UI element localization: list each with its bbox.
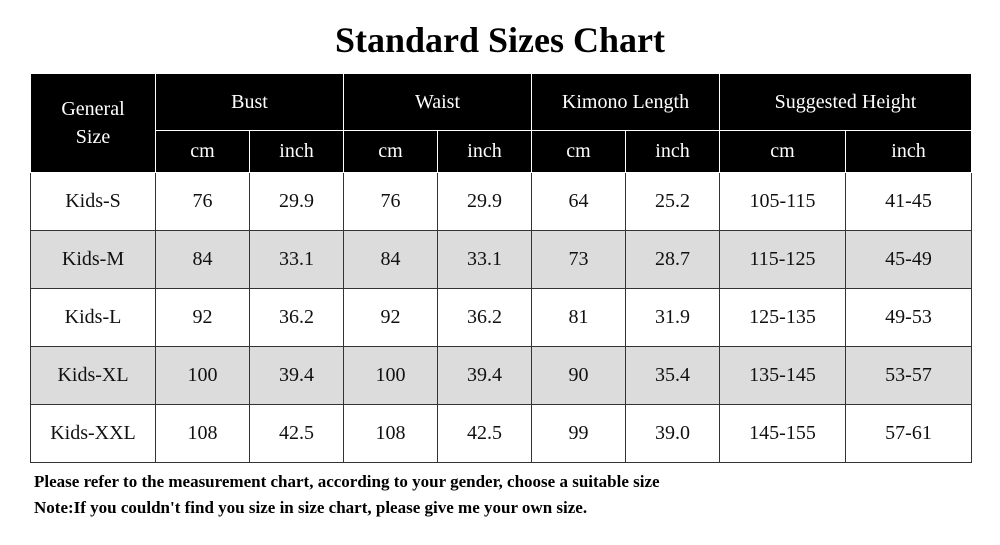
value-cell: 31.9 — [625, 288, 720, 347]
size-cell: Kids-XXL — [30, 404, 156, 463]
value-cell: 115-125 — [719, 230, 846, 289]
value-cell: 135-145 — [719, 346, 846, 405]
unit-header: inch — [845, 130, 972, 173]
group-header: Kimono Length — [531, 73, 720, 131]
value-cell: 100 — [155, 346, 250, 405]
value-cell: 35.4 — [625, 346, 720, 405]
value-cell: 100 — [343, 346, 438, 405]
size-table: General Size Bust Waist Kimono Length Sugges… — [30, 73, 972, 463]
value-cell: 92 — [155, 288, 250, 347]
value-cell: 90 — [531, 346, 626, 405]
unit-header: cm — [155, 130, 250, 173]
value-cell: 36.2 — [249, 288, 344, 347]
note: Note:If you couldn't find you size in si… — [34, 498, 588, 517]
value-cell: 125-135 — [719, 288, 846, 347]
unit-header: inch — [625, 130, 720, 173]
value-cell: 84 — [155, 230, 250, 289]
data-row: Kids-XXL 108 42.5 108 42.5 99 39.0 145-155 57-61 — [30, 404, 972, 463]
value-cell: 28.7 — [625, 230, 720, 289]
table-header: General Size Bust Waist Kimono Length Sugges… — [30, 73, 972, 173]
value-cell: 53-57 — [845, 346, 972, 405]
value-cell: 57-61 — [845, 404, 972, 463]
value-cell: 42.5 — [437, 404, 532, 463]
group-header: Waist — [343, 73, 532, 131]
value-cell: 92 — [343, 288, 438, 347]
data-row: Kids-S 76 29.9 76 29.9 64 25.2 105-115 41-45 — [30, 172, 972, 231]
value-cell: 84 — [343, 230, 438, 289]
unit-header: cm — [531, 130, 626, 173]
group-header: Suggested Height — [719, 73, 972, 131]
group-header: Bust — [155, 73, 344, 131]
value-cell: 39.0 — [625, 404, 720, 463]
title: Standard Sizes Chart — [334, 20, 666, 60]
value-cell: 99 — [531, 404, 626, 463]
data-row: Kids-L 92 36.2 92 36.2 81 31.9 125-135 49-53 — [30, 288, 972, 347]
unit-header: cm — [719, 130, 846, 173]
value-cell: 41-45 — [845, 172, 972, 231]
value-cell: 105-115 — [719, 172, 846, 231]
value-cell: 76 — [343, 172, 438, 231]
value-cell: 29.9 — [437, 172, 532, 231]
table-body: Kids-S 76 29.9 76 29.9 64 25.2 105-115 41-45 Kids… — [30, 172, 972, 463]
unit-header: inch — [437, 130, 532, 173]
value-cell: 64 — [531, 172, 626, 231]
corner-label: General Size — [61, 98, 125, 148]
value-cell: 45-49 — [845, 230, 972, 289]
unit-header: cm — [343, 130, 438, 173]
value-cell: 42.5 — [249, 404, 344, 463]
value-cell: 73 — [531, 230, 626, 289]
value-cell: 25.2 — [625, 172, 720, 231]
data-row: Kids-M 84 33.1 84 33.1 73 28.7 115-125 45-49 — [30, 230, 972, 289]
note: Please refer to the measurement chart, a… — [34, 472, 660, 491]
value-cell: 145-155 — [719, 404, 846, 463]
size-cell: Kids-XL — [30, 346, 156, 405]
value-cell: 33.1 — [437, 230, 532, 289]
value-cell: 33.1 — [249, 230, 344, 289]
value-cell: 76 — [155, 172, 250, 231]
value-cell: 49-53 — [845, 288, 972, 347]
unit-row: cm inch cm inch cm inch cm inch — [31, 130, 972, 173]
size-cell: Kids-L — [30, 288, 156, 347]
value-cell: 108 — [343, 404, 438, 463]
size-cell: Kids-S — [30, 172, 156, 231]
size-cell: Kids-M — [30, 230, 156, 289]
unit-header: inch — [249, 130, 344, 173]
value-cell: 29.9 — [249, 172, 344, 231]
data-row: Kids-XL 100 39.4 100 39.4 90 35.4 135-145 53-57 — [30, 346, 972, 405]
value-cell: 39.4 — [437, 346, 532, 405]
corner-cell: General Size — [30, 73, 156, 173]
header-row: General Size Bust Waist Kimono Length Sugges… — [30, 73, 972, 173]
value-cell: 108 — [155, 404, 250, 463]
value-cell: 36.2 — [437, 288, 532, 347]
value-cell: 81 — [531, 288, 626, 347]
value-cell: 39.4 — [249, 346, 344, 405]
